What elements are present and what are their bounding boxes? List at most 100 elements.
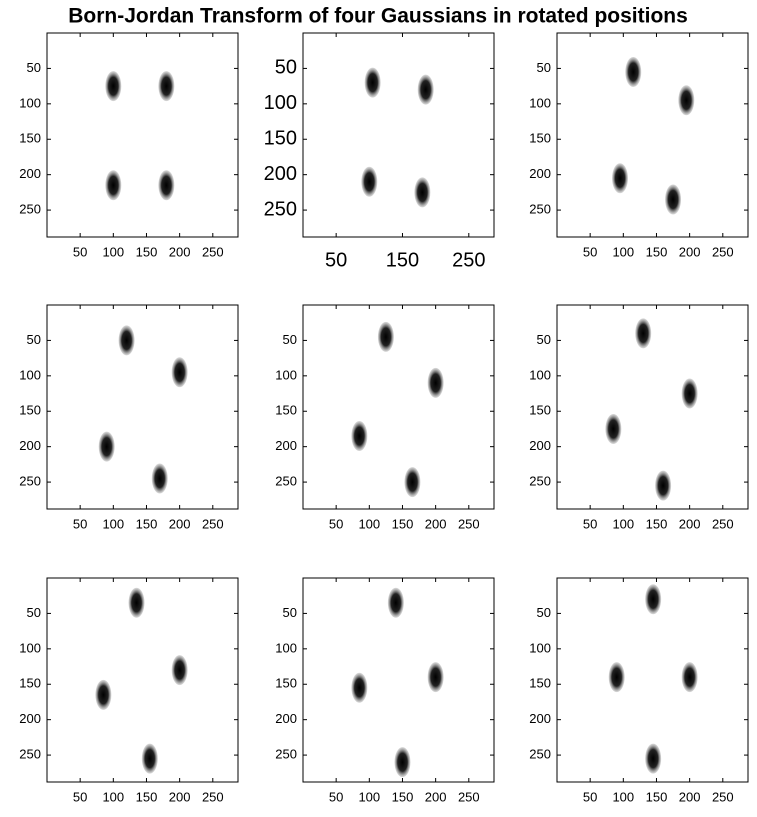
- x-tick-label: 250: [202, 516, 224, 531]
- gaussian-peak: [645, 743, 662, 774]
- y-tick-label: 150: [529, 676, 551, 691]
- x-tick-label: 50: [73, 244, 87, 259]
- y-tick-label: 150: [275, 676, 297, 691]
- y-tick-label: 100: [19, 367, 41, 382]
- gaussian-peak: [605, 413, 622, 444]
- y-tick-label: 100: [275, 367, 297, 382]
- x-tick-label: 200: [169, 244, 191, 259]
- x-tick-label: 250: [202, 244, 224, 259]
- gaussian-peak: [158, 71, 175, 102]
- gaussian-peak: [151, 463, 168, 494]
- gaussian-peak: [608, 662, 625, 693]
- y-tick-label: 200: [19, 711, 41, 726]
- y-tick-label: 150: [529, 131, 551, 146]
- x-tick-label: 150: [136, 516, 158, 531]
- x-tick-label: 250: [458, 789, 480, 804]
- x-tick-label: 50: [73, 789, 87, 804]
- y-tick-label: 200: [529, 166, 551, 181]
- x-tick-label: 250: [458, 516, 480, 531]
- axes-box: [556, 32, 749, 238]
- gaussian-peak: [95, 679, 112, 710]
- y-tick-label: 200: [19, 438, 41, 453]
- gaussian-peak: [105, 170, 122, 201]
- x-tick-label: 50: [325, 249, 347, 271]
- x-tick-label: 50: [583, 244, 597, 259]
- x-tick-label: 100: [358, 789, 380, 804]
- y-tick-label: 250: [19, 202, 41, 217]
- y-tick-label: 250: [19, 747, 41, 762]
- y-tick-label: 250: [529, 474, 551, 489]
- x-tick-label: 50: [73, 516, 87, 531]
- gaussian-peak: [625, 56, 642, 87]
- gaussian-peak: [141, 743, 158, 774]
- gaussian-peak: [171, 357, 188, 388]
- y-tick-label: 150: [19, 403, 41, 418]
- y-tick-label: 50: [537, 605, 551, 620]
- x-tick-label: 150: [392, 789, 414, 804]
- y-tick-label: 50: [27, 332, 41, 347]
- x-tick-label: 50: [329, 516, 343, 531]
- x-tick-label: 50: [583, 516, 597, 531]
- y-tick-label: 50: [537, 60, 551, 75]
- y-tick-label: 100: [19, 95, 41, 110]
- y-tick-label: 250: [19, 474, 41, 489]
- gaussian-peak: [128, 587, 145, 618]
- gaussian-peak: [427, 662, 444, 693]
- y-tick-label: 100: [264, 92, 297, 114]
- x-tick-label: 200: [169, 789, 191, 804]
- y-tick-label: 250: [529, 202, 551, 217]
- x-tick-label: 250: [712, 244, 734, 259]
- y-tick-label: 50: [283, 605, 297, 620]
- x-tick-label: 100: [102, 789, 124, 804]
- y-tick-label: 50: [283, 332, 297, 347]
- x-tick-label: 200: [679, 789, 701, 804]
- y-tick-label: 250: [275, 747, 297, 762]
- y-tick-label: 150: [19, 676, 41, 691]
- gaussian-peak: [351, 421, 368, 452]
- x-tick-label: 150: [392, 516, 414, 531]
- y-tick-label: 150: [275, 403, 297, 418]
- y-tick-label: 250: [264, 198, 297, 220]
- gaussian-peak: [655, 470, 672, 501]
- y-tick-label: 100: [529, 367, 551, 382]
- gaussian-peak: [612, 163, 629, 194]
- x-tick-label: 150: [136, 244, 158, 259]
- x-tick-label: 200: [169, 516, 191, 531]
- x-tick-label: 250: [712, 516, 734, 531]
- y-tick-label: 200: [275, 438, 297, 453]
- axes-box: [46, 32, 239, 238]
- y-tick-label: 250: [529, 747, 551, 762]
- axes-box: [302, 32, 495, 238]
- y-tick-label: 50: [27, 60, 41, 75]
- gaussian-peak: [98, 431, 115, 462]
- gaussian-peak: [361, 166, 378, 197]
- x-tick-label: 250: [452, 249, 485, 271]
- x-tick-label: 150: [136, 789, 158, 804]
- gaussian-peak: [678, 85, 695, 116]
- x-tick-label: 200: [425, 789, 447, 804]
- x-tick-label: 150: [646, 516, 668, 531]
- gaussian-peak: [105, 71, 122, 102]
- x-tick-label: 250: [712, 789, 734, 804]
- y-tick-label: 50: [275, 57, 297, 79]
- axes-box: [556, 304, 749, 510]
- gaussian-peak: [351, 672, 368, 703]
- gaussian-peak: [681, 378, 698, 409]
- x-tick-label: 250: [202, 789, 224, 804]
- gaussian-peak: [387, 587, 404, 618]
- y-tick-label: 150: [529, 403, 551, 418]
- x-tick-label: 100: [102, 244, 124, 259]
- y-tick-label: 100: [19, 640, 41, 655]
- y-tick-label: 100: [275, 640, 297, 655]
- x-tick-label: 100: [612, 244, 634, 259]
- x-tick-label: 150: [386, 249, 419, 271]
- x-tick-label: 100: [612, 516, 634, 531]
- gaussian-peak: [417, 74, 434, 105]
- gaussian-peak: [118, 325, 135, 356]
- gaussian-peak: [665, 184, 682, 215]
- y-tick-label: 200: [275, 711, 297, 726]
- x-tick-label: 50: [583, 789, 597, 804]
- gaussian-peak: [404, 467, 421, 498]
- y-tick-label: 100: [529, 640, 551, 655]
